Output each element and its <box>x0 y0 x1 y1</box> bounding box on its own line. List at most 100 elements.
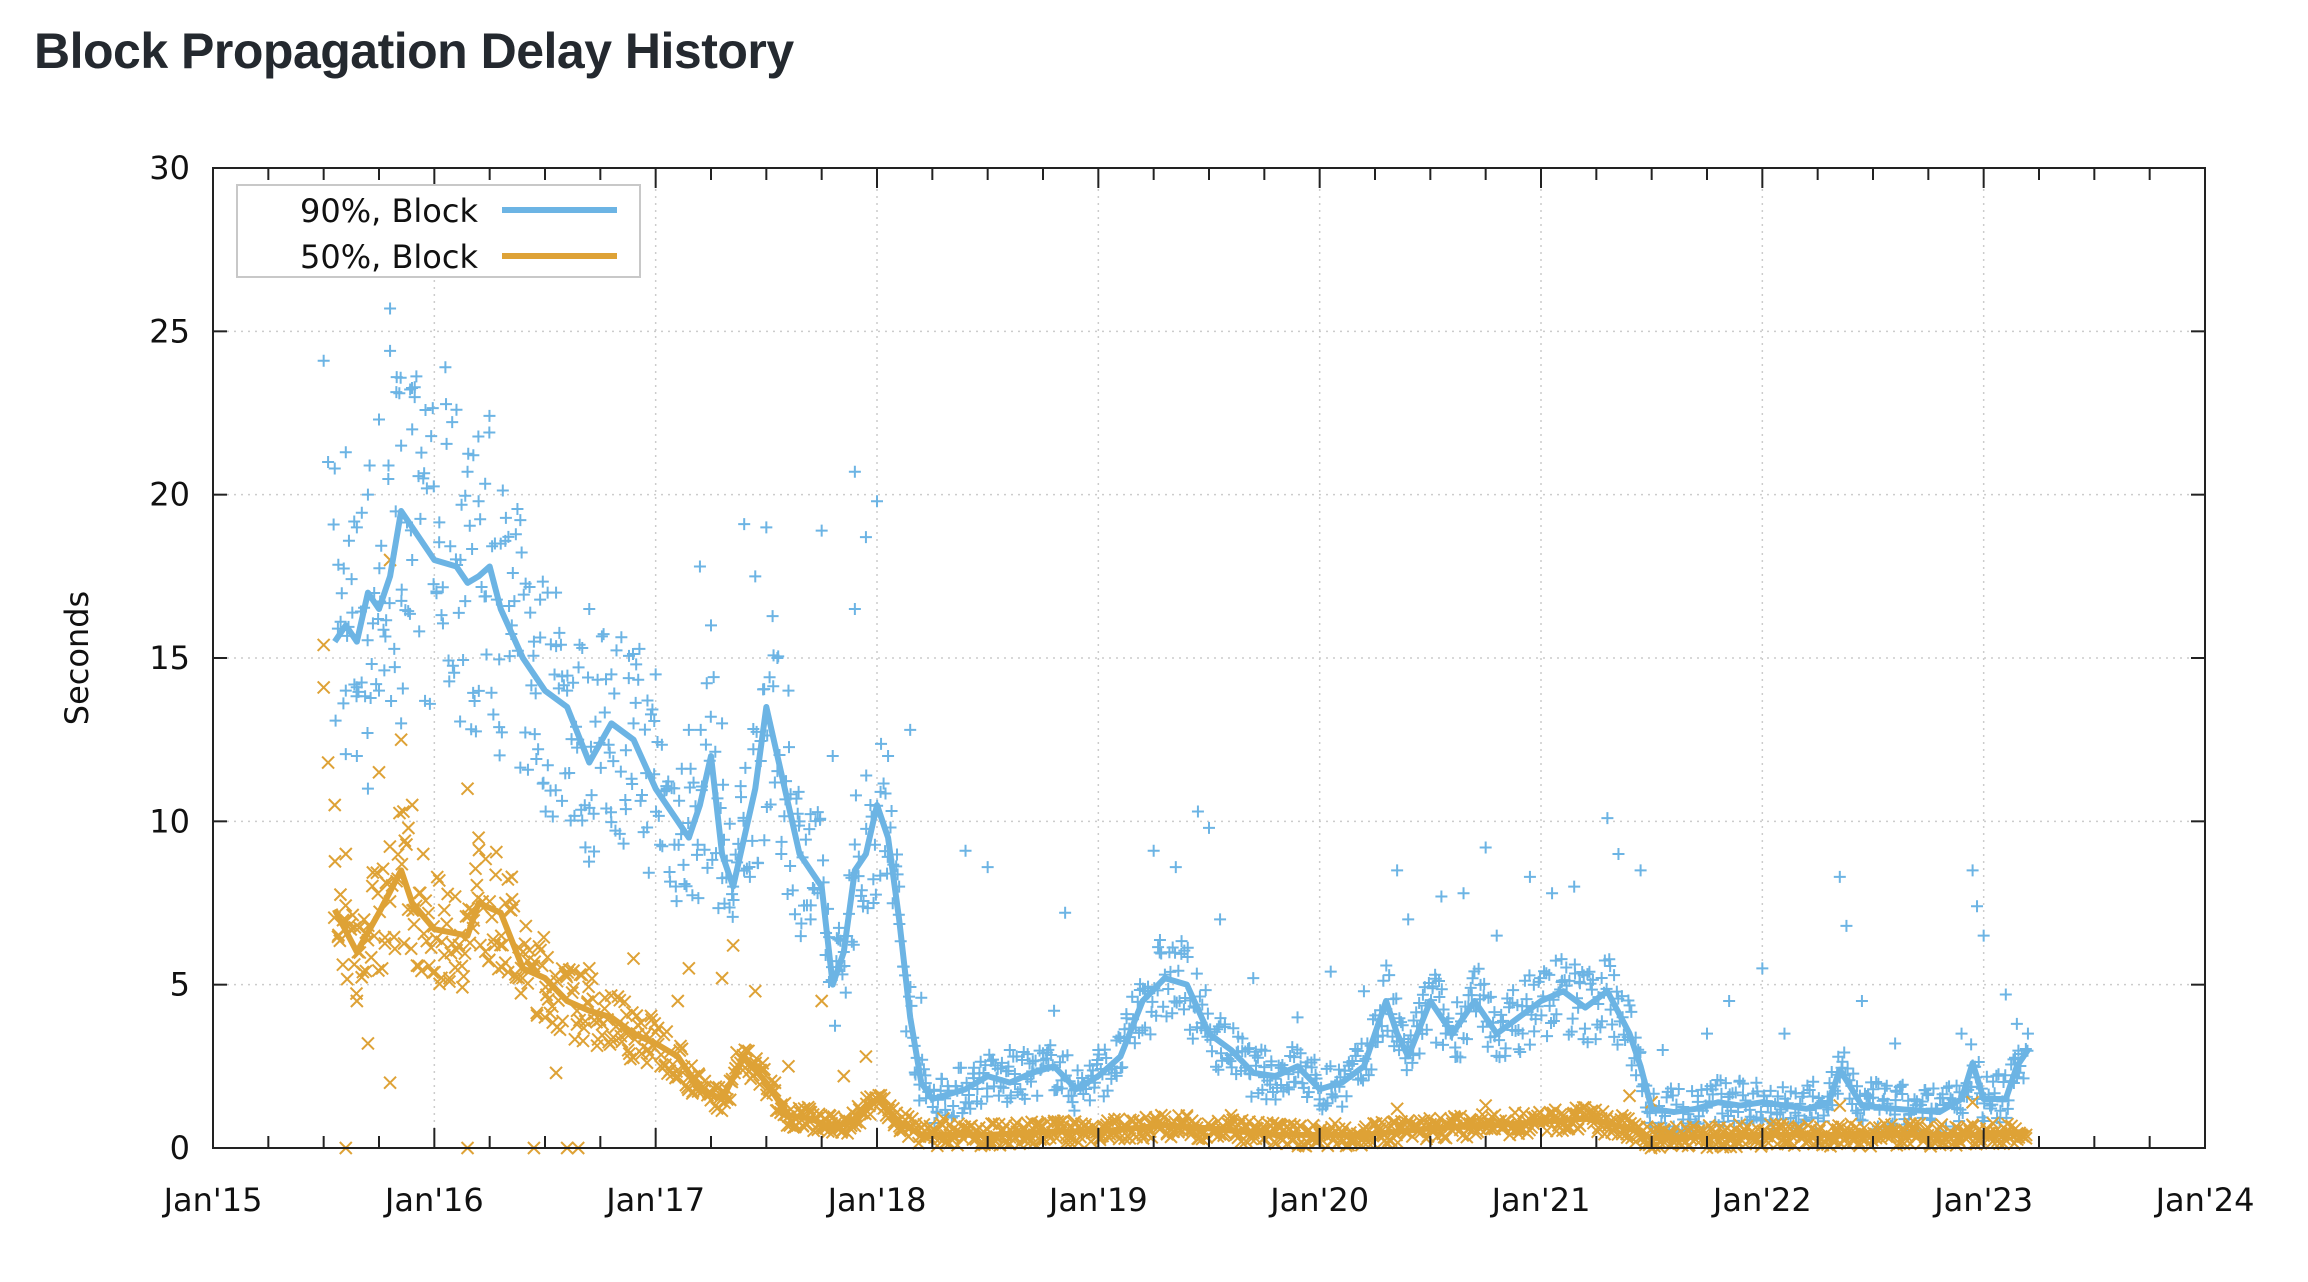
data-point-90 <box>1999 1069 2012 1082</box>
data-point-90 <box>521 763 534 776</box>
data-point-90 <box>1870 1076 1883 1089</box>
data-point-90 <box>2007 1053 2020 1066</box>
data-point-90 <box>532 743 545 756</box>
data-point-90 <box>1880 1079 1893 1092</box>
data-point-90 <box>589 715 602 728</box>
data-point-90 <box>1608 1030 1621 1043</box>
data-point-50 <box>530 1008 544 1023</box>
data-point-50 <box>1657 1123 1672 1137</box>
data-point-90 <box>652 809 665 822</box>
data-point-90 <box>1512 1043 1525 1056</box>
data-point-90 <box>454 715 467 728</box>
data-point-50 <box>397 936 411 951</box>
data-point-90 <box>527 635 540 648</box>
y-tick-label: 20 <box>149 476 190 514</box>
data-point-90 <box>406 423 419 436</box>
data-point-50 <box>640 1056 654 1070</box>
data-point-90 <box>1433 991 1446 1004</box>
data-point-90 <box>1719 1077 1732 1090</box>
data-point-50 <box>613 993 627 1007</box>
x-tick-label: Jan'21 <box>1490 1181 1591 1219</box>
data-point-90 <box>511 503 524 516</box>
data-point-90 <box>811 806 824 819</box>
data-point-90 <box>1623 999 1636 1012</box>
data-point-90 <box>1203 821 1215 834</box>
data-point-90 <box>1565 1025 1578 1038</box>
data-point-90 <box>595 630 608 643</box>
data-point-90 <box>1867 1083 1880 1096</box>
data-point-90 <box>1535 1009 1548 1022</box>
data-point-90 <box>1499 1042 1512 1055</box>
data-point-90 <box>1329 1090 1342 1103</box>
data-point-90 <box>735 791 748 804</box>
data-point-90 <box>1751 1085 1764 1098</box>
data-point-90 <box>486 540 499 553</box>
data-point-90 <box>1573 977 1586 990</box>
data-point-90 <box>361 782 374 795</box>
data-point-90 <box>379 630 392 643</box>
data-point-90 <box>726 910 739 923</box>
data-point-90 <box>619 803 632 816</box>
data-point-90 <box>463 519 476 532</box>
data-point-90 <box>1541 1030 1554 1043</box>
data-point-50 <box>1620 1130 1634 1145</box>
data-point-90 <box>1199 984 1212 997</box>
data-point-90 <box>1014 1083 1027 1096</box>
data-point-90 <box>536 575 549 588</box>
data-point-90 <box>1956 1106 1969 1119</box>
data-point-90 <box>766 610 779 623</box>
data-point-90 <box>815 524 828 537</box>
data-point-90 <box>814 812 827 825</box>
data-point-90 <box>1362 1069 1375 1082</box>
data-point-90 <box>698 843 711 856</box>
data-point-90 <box>614 765 627 778</box>
data-point-90 <box>915 991 928 1004</box>
data-point-90 <box>430 585 443 598</box>
y-tick-label: 30 <box>149 149 190 187</box>
data-point-50 <box>426 965 440 980</box>
data-point-90 <box>1169 861 1182 874</box>
data-point-50 <box>455 980 470 994</box>
data-point-90 <box>373 413 385 426</box>
data-point-50 <box>470 878 484 892</box>
data-point-90 <box>1155 947 1168 960</box>
data-point-90 <box>1420 1023 1433 1036</box>
data-point-50 <box>566 981 581 996</box>
data-point-90 <box>859 531 872 544</box>
y-tick-label: 5 <box>170 966 190 1004</box>
data-point-90 <box>1396 1019 1409 1032</box>
data-point-50 <box>463 936 477 950</box>
data-point-90 <box>1490 929 1503 942</box>
data-point-50 <box>555 1014 570 1028</box>
data-point-90 <box>462 447 475 460</box>
data-point-90 <box>1465 989 1478 1002</box>
data-point-50 <box>378 936 392 951</box>
data-point-90 <box>694 723 707 736</box>
data-point-90 <box>364 692 377 705</box>
data-point-90 <box>706 853 719 866</box>
data-point-90 <box>1319 1099 1332 1112</box>
data-point-90 <box>1346 1058 1359 1071</box>
data-point-90 <box>716 717 729 730</box>
data-point-90 <box>483 409 496 422</box>
data-point-90 <box>523 580 536 593</box>
data-point-90 <box>1004 1089 1017 1102</box>
data-point-90 <box>1611 1038 1624 1051</box>
data-point-90 <box>337 697 350 710</box>
data-point-90 <box>385 695 398 708</box>
data-point-50 <box>472 843 486 857</box>
data-point-50 <box>498 896 513 910</box>
data-point-90 <box>712 902 725 915</box>
data-point-90 <box>1383 969 1396 982</box>
data-point-90 <box>626 777 639 790</box>
data-point-90 <box>1181 950 1194 963</box>
data-point-90 <box>335 587 348 600</box>
data-point-90 <box>622 672 635 685</box>
data-point-90 <box>509 528 522 541</box>
data-point-90 <box>322 456 335 468</box>
data-point-50 <box>442 974 457 989</box>
data-point-90 <box>1031 1089 1044 1102</box>
series-lines <box>332 508 2031 1142</box>
data-point-90 <box>613 827 626 840</box>
data-point-90 <box>682 723 695 736</box>
